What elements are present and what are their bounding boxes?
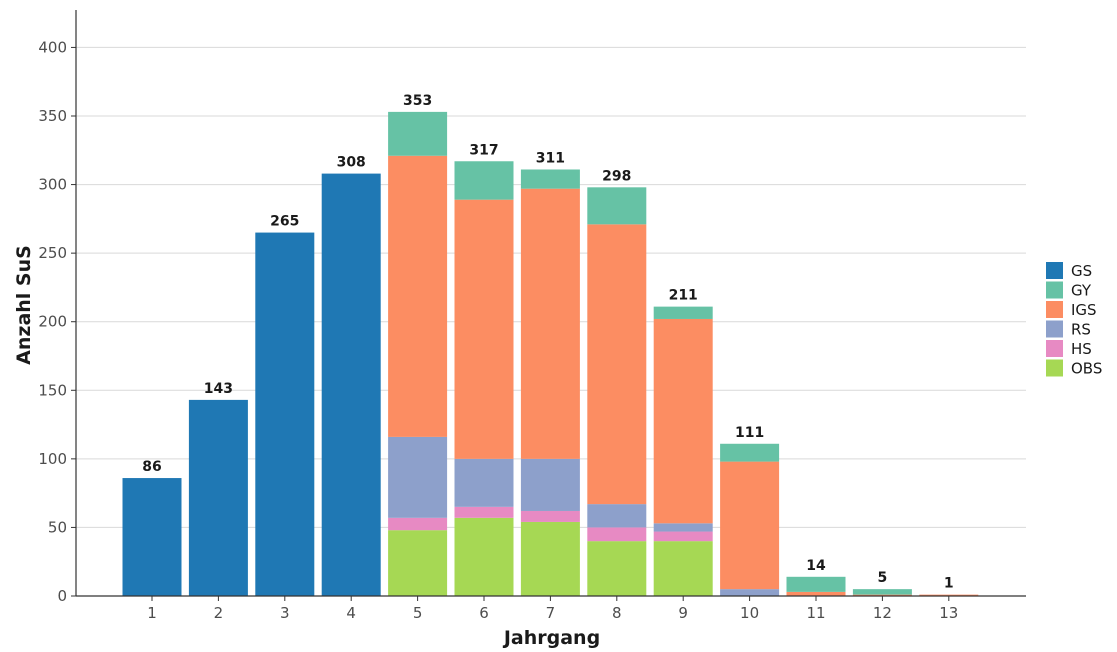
bar-segment-gs [255, 232, 315, 597]
total-labels: 86 143 265 308 353 317 311 298 211 111 14 5 1 [142, 93, 953, 592]
bar-segment-igs [720, 461, 780, 590]
bar-segment-igs [587, 224, 647, 505]
bar-segment-hs [587, 527, 647, 542]
y-tick-label: 50 [48, 518, 67, 536]
bar-total-label: 143 [204, 381, 233, 397]
x-tick-label: 4 [346, 604, 356, 622]
bar-total-label: 308 [337, 155, 366, 171]
x-tick-label: 9 [678, 604, 688, 622]
bar-segment-hs [653, 531, 713, 542]
bar-segment-igs [786, 591, 846, 596]
legend-label-obs: OBS [1071, 360, 1102, 378]
x-axis-title: Jahrgang [502, 627, 600, 649]
bar-total-label: 1 [944, 576, 954, 592]
bar-segment-obs [454, 517, 514, 596]
bar-total-label: 265 [270, 214, 299, 230]
legend-label-igs: IGS [1071, 301, 1097, 319]
y-tick-label: 200 [38, 313, 67, 331]
bar-segment-obs [587, 541, 647, 596]
legend-swatch-obs [1046, 359, 1063, 377]
bar-segment-gy [720, 443, 780, 462]
bar-total-label: 111 [735, 425, 764, 441]
bar-segment-hs [520, 510, 580, 522]
bar-total-label: 311 [536, 150, 565, 166]
bar-segment-obs [388, 530, 448, 596]
bar-segment-igs [919, 594, 979, 596]
bar-segment-rs [454, 458, 514, 507]
x-tick-label: 6 [479, 604, 489, 622]
x-tick-label: 12 [873, 604, 892, 622]
legend-swatch-igs [1046, 301, 1063, 318]
bar-total-label: 14 [806, 558, 826, 574]
bar-total-label: 86 [142, 459, 161, 475]
legend-swatch-gs [1046, 262, 1063, 279]
y-tick-label: 350 [38, 107, 67, 125]
bar-segment-gy [852, 589, 912, 595]
y-tick-label: 100 [38, 450, 67, 468]
bar-segment-igs [520, 188, 580, 459]
x-tick-label: 5 [413, 604, 423, 622]
x-tick-label: 8 [612, 604, 622, 622]
y-axis-title: Anzahl SuS [13, 245, 35, 365]
x-tick-label: 2 [214, 604, 224, 622]
legend-swatch-gy [1046, 281, 1063, 299]
bar-total-label: 353 [403, 93, 432, 109]
bar-total-label: 211 [669, 288, 698, 304]
y-tick-label: 0 [57, 587, 67, 605]
bar-segment-gy [454, 161, 514, 200]
bar-segment-igs [388, 155, 448, 437]
bar-segment-gs [188, 399, 248, 596]
legend-label-gy: GY [1071, 282, 1092, 300]
legend-swatch-rs [1046, 320, 1063, 338]
legend-label-hs: HS [1071, 340, 1092, 358]
bar-total-label: 298 [602, 168, 631, 184]
x-tick-label: 10 [740, 604, 759, 622]
bar-segment-hs [454, 506, 514, 518]
bars [122, 111, 979, 597]
bar-segment-obs [653, 541, 713, 596]
legend-label-rs: RS [1071, 321, 1091, 339]
bar-segment-hs [388, 517, 448, 531]
bar-segment-gy [786, 576, 846, 592]
y-tick-label: 400 [38, 38, 67, 56]
bar-segment-gy [653, 306, 713, 319]
x-tick-label: 11 [806, 604, 825, 622]
bar-segment-obs [520, 521, 580, 596]
bar-segment-gy [520, 169, 580, 189]
bar-segment-rs [720, 589, 780, 596]
y-tick-label: 250 [38, 244, 67, 262]
bar-segment-gs [122, 478, 182, 596]
y-tick-label: 150 [38, 381, 67, 399]
bar-segment-gy [587, 187, 647, 225]
bar-segment-igs [653, 318, 713, 524]
bar-segment-igs [454, 199, 514, 459]
bar-total-label: 317 [469, 142, 498, 158]
bar-segment-rs [587, 504, 647, 528]
bar-segment-gy [388, 111, 448, 156]
y-tick-label: 300 [38, 176, 67, 194]
bar-segment-gs [321, 173, 381, 596]
x-tick-label: 13 [939, 604, 958, 622]
bar-segment-rs [653, 523, 713, 532]
x-tick-label: 1 [147, 604, 157, 622]
bar-segment-igs [852, 594, 912, 596]
x-tick-label: 7 [546, 604, 556, 622]
legend-swatch-hs [1046, 340, 1063, 357]
x-tick-label: 3 [280, 604, 290, 622]
bar-segment-rs [520, 458, 580, 511]
bar-total-label: 5 [878, 570, 888, 586]
legend-label-gs: GS [1071, 262, 1092, 280]
bar-segment-rs [388, 436, 448, 518]
